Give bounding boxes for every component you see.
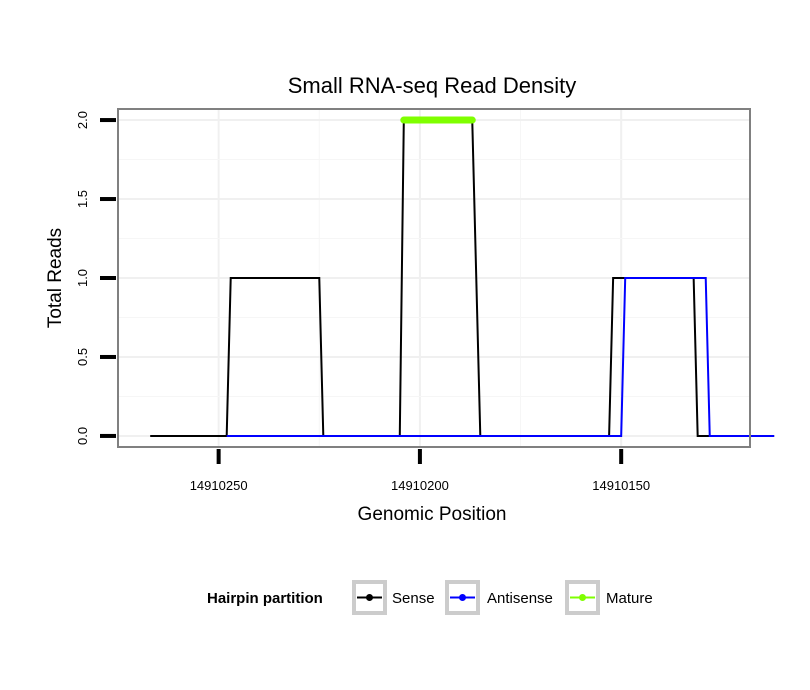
legend-key-point [366,594,373,601]
y-tick-label: 2.0 [75,111,90,129]
legend-label: Mature [606,590,653,607]
legend-item-antisense: Antisense [445,580,553,615]
y-tick-label: 0.5 [75,348,90,366]
x-tick-label: 14910200 [391,478,449,493]
legend-key-point [459,594,466,601]
legend: Hairpin partition Sense Antisense Mature [207,580,653,615]
y-axis-label: Total Reads [45,228,66,328]
series-layer [150,116,775,437]
axes: 14910250 14910200 14910150 0.0 0.5 1.0 1.5 2.0 [75,111,650,493]
legend-title: Hairpin partition [207,590,323,607]
legend-key-point [579,594,586,601]
y-tick-label: 0.0 [75,427,90,445]
series-line-antisense [226,277,775,437]
x-tick-label: 14910150 [592,478,650,493]
chart-title: Small RNA-seq Read Density [288,73,577,98]
x-tick-label: 14910250 [190,478,248,493]
legend-item-mature: Mature [565,580,653,615]
legend-label: Antisense [487,590,553,607]
legend-label: Sense [392,590,435,607]
plot-frame [117,108,751,448]
x-axis-label: Genomic Position [358,504,507,525]
y-tick-label: 1.5 [75,190,90,208]
y-tick-label: 1.0 [75,269,90,287]
legend-item-sense: Sense [352,580,435,615]
